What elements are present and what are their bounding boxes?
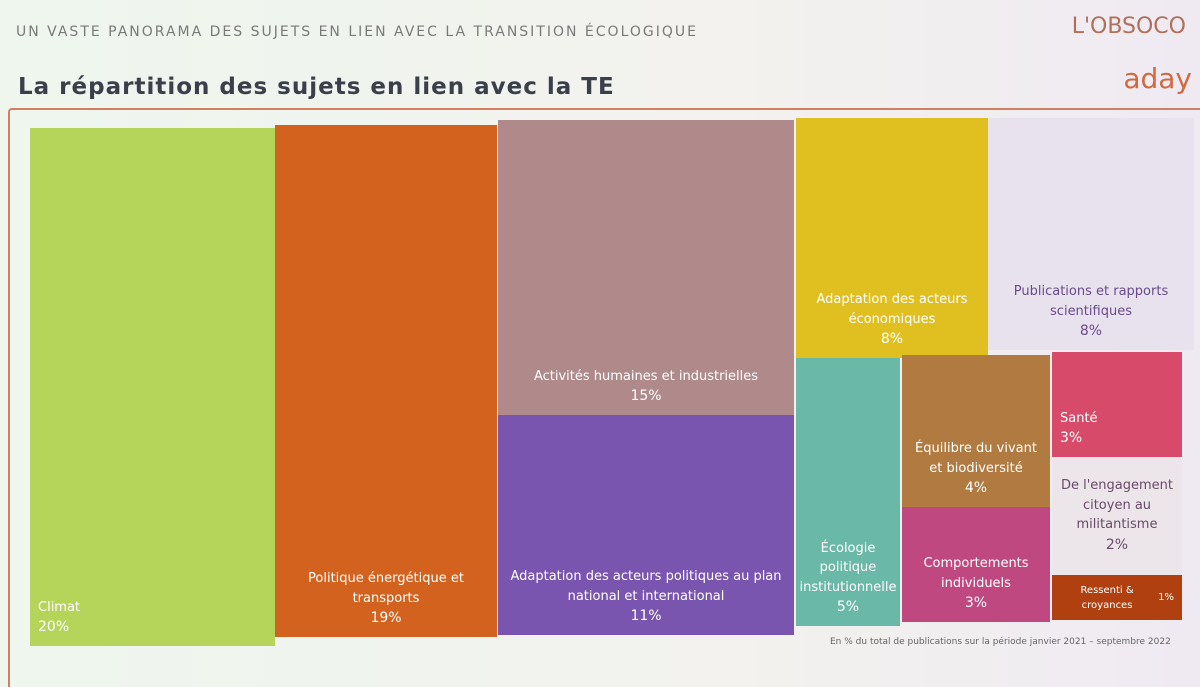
treemap-cell: Adaptation des acteurs politiques au pla… — [498, 415, 794, 635]
value-label: 2% — [1105, 536, 1129, 553]
footnote: En % du total de publications sur la pér… — [830, 637, 1171, 647]
treemap-cell: Écologie politique institutionnelle 5% — [796, 358, 900, 626]
treemap-cell: Santé 3% — [1052, 352, 1182, 457]
cell-label: Adaptation des acteurs politiques au pla… — [510, 569, 782, 604]
value-label: 1% — [1158, 592, 1174, 603]
treemap-cell: Climat 20% — [30, 128, 275, 646]
treemap-cell: Adaptation des acteurs économiques 8% — [796, 118, 988, 358]
value-label: 15% — [630, 388, 662, 404]
kicker: UN VASTE PANORAMA DES SUJETS EN LIEN AVE… — [16, 24, 698, 40]
logo: L'OBSOCO — [1071, 14, 1186, 39]
treemap-cell: De l'engagement citoyen au militantisme 2… — [1052, 457, 1182, 575]
value-label: 3% — [964, 595, 988, 611]
value-label: 3% — [1060, 430, 1083, 446]
cell-label: Ressenti & croyances — [1080, 584, 1134, 611]
value-label: 11% — [630, 608, 662, 624]
treemap-cell: Publications et rapports scientifiques 8% — [988, 118, 1194, 350]
cell-label: Climat — [38, 599, 81, 615]
treemap-cell: Ressenti & croyances 1% — [1052, 575, 1182, 620]
slide-title: La répartition des sujets en lien avec l… — [18, 74, 615, 100]
cell-label: Adaptation des acteurs économiques — [816, 292, 968, 327]
treemap-cell: Activités humaines et industrielles 15% — [498, 120, 794, 415]
cell-label: Équilibre du vivant et biodiversité — [915, 441, 1037, 476]
value-label: 19% — [370, 610, 402, 626]
cell-label: Politique énergétique et transports — [308, 571, 464, 606]
cell-label: Santé — [1060, 410, 1098, 426]
treemap-cell: Équilibre du vivant et biodiversité 4% — [902, 355, 1050, 507]
logo: aday — [1123, 62, 1192, 95]
value-label: 5% — [836, 599, 860, 615]
treemap-cell: Politique énergétique et transports 19% — [275, 125, 497, 637]
value-label: 8% — [1079, 323, 1103, 339]
value-label: 8% — [880, 331, 904, 347]
treemap-cell: Comportements individuels 3% — [902, 507, 1050, 622]
value-label: 4% — [964, 480, 988, 496]
cell-label: Comportements individuels — [923, 556, 1029, 591]
cell-label: Activités humaines et industrielles — [533, 368, 759, 384]
frame — [8, 108, 1200, 687]
value-label: 20% — [38, 619, 70, 635]
cell-label: Publications et rapports scientifiques — [1013, 284, 1169, 319]
cell-label: Écologie politique institutionnelle — [799, 540, 897, 595]
cell-label: De l'engagement citoyen au militantisme — [1060, 478, 1174, 533]
